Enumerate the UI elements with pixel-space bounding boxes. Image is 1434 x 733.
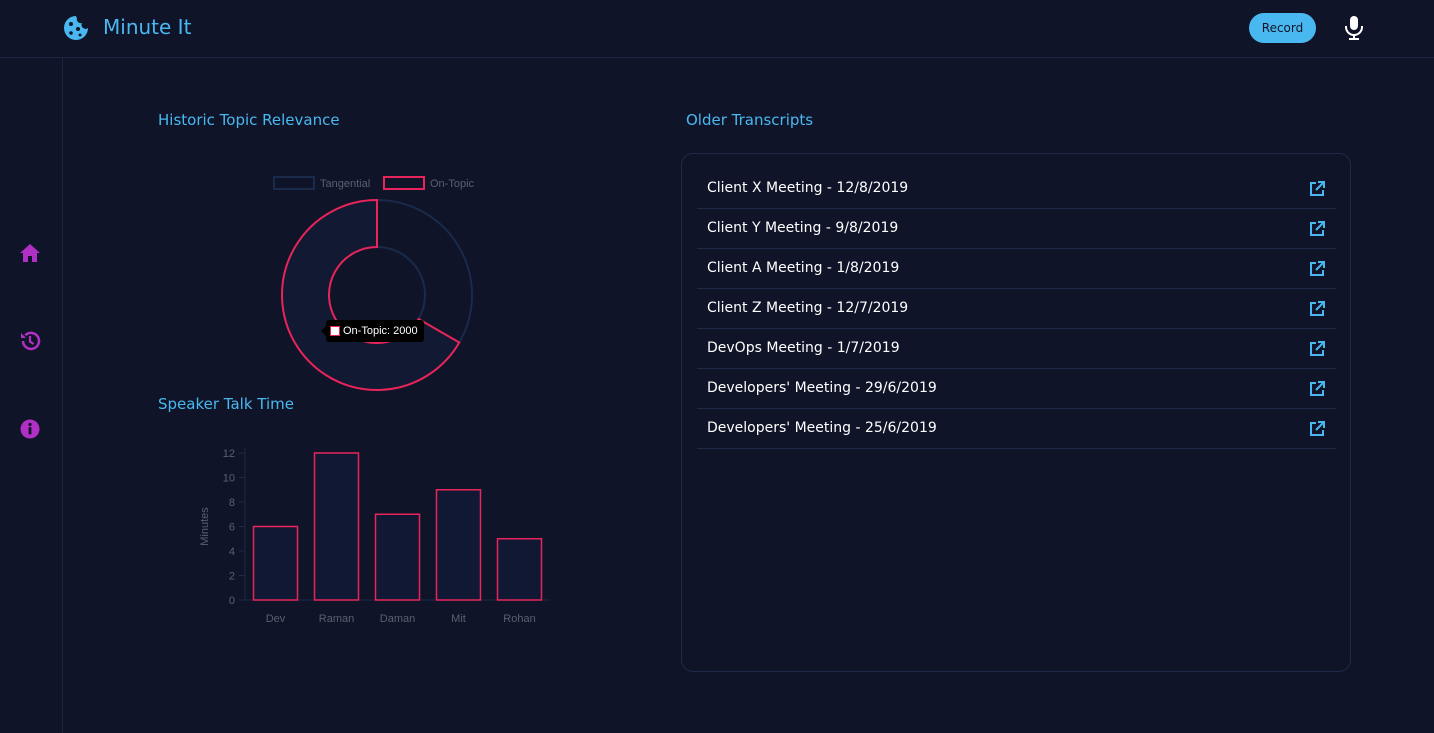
transcript-row[interactable]: Developers' Meeting - 29/6/2019: [697, 369, 1336, 409]
y-tick-label: 12: [223, 448, 235, 460]
bar-daman[interactable]: [374, 513, 421, 601]
external-link-icon[interactable]: [1308, 300, 1326, 318]
cookie-logo-icon: [64, 16, 88, 40]
legend-swatch-tangential: [273, 176, 315, 190]
app-title: Minute It: [103, 15, 192, 39]
y-tick-label: 2: [229, 571, 235, 583]
y-tick-label: 10: [223, 473, 235, 485]
x-tick-label: Rohan: [503, 613, 535, 625]
topic-relevance-doughnut-chart: Tangential On-Topic: [273, 176, 475, 391]
speaker-talk-time-bar-chart: 0 2 4 6 8 10 12 Minutes Dev Raman Daman Mit Rohan: [199, 448, 550, 625]
history-icon[interactable]: [19, 330, 41, 352]
transcript-row[interactable]: Client X Meeting - 12/8/2019: [697, 169, 1336, 209]
y-tick-label: 4: [229, 546, 235, 558]
external-link-icon[interactable]: [1308, 340, 1326, 358]
home-icon[interactable]: [19, 242, 41, 264]
x-tick-label: Daman: [380, 613, 415, 625]
sidebar: [0, 58, 63, 733]
x-tick-label: Dev: [266, 613, 286, 625]
external-link-icon[interactable]: [1308, 420, 1326, 438]
transcript-row[interactable]: Client A Meeting - 1/8/2019: [697, 249, 1336, 289]
bar-dev[interactable]: [252, 525, 299, 601]
transcript-list: Client X Meeting - 12/8/2019 Client Y Mee…: [697, 169, 1336, 449]
top-bar: Minute It Record: [0, 0, 1434, 58]
older-transcripts-title: Older Transcripts: [686, 111, 814, 129]
record-button[interactable]: Record: [1249, 13, 1316, 43]
older-transcripts-card: Client X Meeting - 12/8/2019 Client Y Mee…: [681, 153, 1351, 672]
x-tick-label: Mit: [451, 613, 466, 625]
legend-swatch-on-topic: [383, 176, 425, 190]
transcript-row[interactable]: Client Z Meeting - 12/7/2019: [697, 289, 1336, 329]
tooltip-swatch: [330, 326, 340, 336]
transcript-label: Client Y Meeting - 9/8/2019: [707, 220, 899, 236]
talk-time-title: Speaker Talk Time: [158, 395, 294, 413]
y-tick-label: 0: [229, 595, 235, 607]
tooltip-text: On-Topic: 2000: [343, 325, 418, 337]
external-link-icon[interactable]: [1308, 260, 1326, 278]
legend-label-tangential: Tangential: [320, 178, 370, 190]
transcript-row[interactable]: Developers' Meeting - 25/6/2019: [697, 409, 1336, 449]
y-axis-label: Minutes: [199, 507, 211, 546]
bar-rohan[interactable]: [496, 538, 543, 601]
bar-mit[interactable]: [435, 489, 482, 601]
transcript-label: DevOps Meeting - 1/7/2019: [707, 340, 900, 356]
chart-tooltip: On-Topic: 2000: [321, 320, 424, 342]
transcript-label: Developers' Meeting - 25/6/2019: [707, 420, 937, 436]
x-tick-label: Raman: [319, 613, 354, 625]
transcript-label: Client X Meeting - 12/8/2019: [707, 180, 909, 196]
info-icon[interactable]: [19, 418, 41, 440]
transcript-row[interactable]: Client Y Meeting - 9/8/2019: [697, 209, 1336, 249]
doughnut-slice-tangential[interactable]: [376, 198, 473, 344]
topic-relevance-title: Historic Topic Relevance: [158, 111, 340, 129]
transcript-label: Developers' Meeting - 29/6/2019: [707, 380, 937, 396]
transcript-label: Client Z Meeting - 12/7/2019: [707, 300, 909, 316]
microphone-icon[interactable]: [1343, 15, 1365, 41]
y-tick-label: 8: [229, 497, 235, 509]
external-link-icon[interactable]: [1308, 220, 1326, 238]
bar-raman[interactable]: [313, 452, 360, 601]
external-link-icon[interactable]: [1308, 380, 1326, 398]
transcript-row[interactable]: DevOps Meeting - 1/7/2019: [697, 329, 1336, 369]
external-link-icon[interactable]: [1308, 180, 1326, 198]
transcript-label: Client A Meeting - 1/8/2019: [707, 260, 900, 276]
y-tick-label: 6: [229, 522, 235, 534]
legend-label-on-topic: On-Topic: [430, 178, 475, 190]
